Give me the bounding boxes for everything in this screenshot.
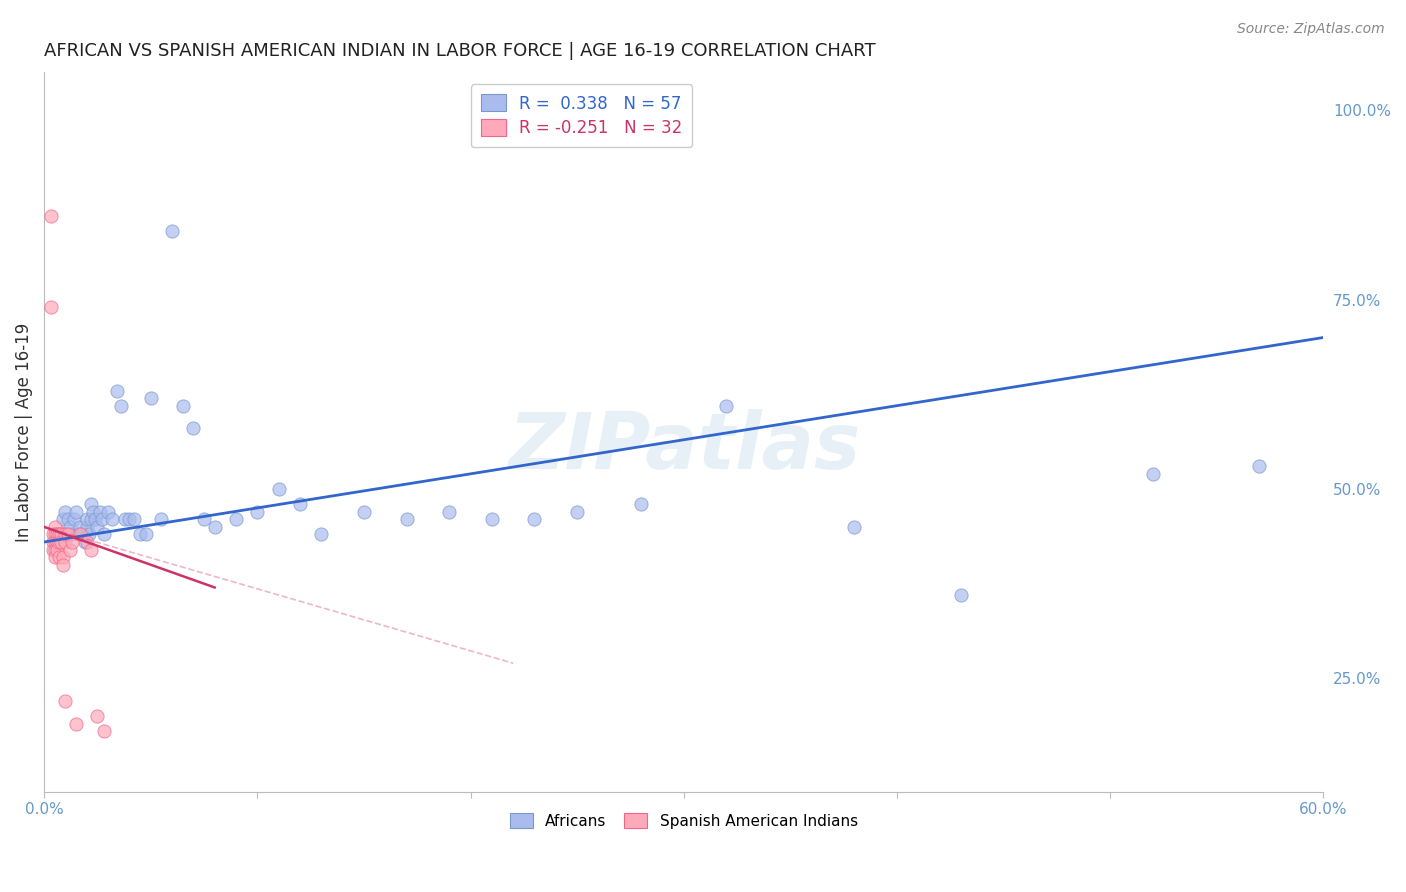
Point [69,527,91,541]
Point [45,535,67,549]
Point [45,527,67,541]
Point [139,391,162,405]
Point [51,527,73,541]
Point [65,716,87,731]
Point [204,520,226,534]
Y-axis label: In Labor Force | Age 16-19: In Labor Force | Age 16-19 [15,323,32,541]
Point [118,512,141,526]
Point [72,527,94,541]
Point [160,225,183,239]
Point [45,542,67,557]
Point [59,520,82,534]
Point [110,399,132,413]
Point [41,542,63,557]
Point [122,512,145,526]
Point [55,694,77,708]
Point [80,497,103,511]
Point [949,588,972,602]
Point [80,512,103,526]
Point [73,535,96,549]
Point [523,512,546,526]
Point [55,527,77,541]
Point [267,482,290,496]
Point [395,512,418,526]
Point [76,512,98,526]
Point [716,399,738,413]
Point [225,512,247,526]
Point [39,210,62,224]
Point [41,527,63,541]
Point [48,535,70,549]
Point [39,300,62,314]
Text: Source: ZipAtlas.com: Source: ZipAtlas.com [1237,22,1385,37]
Point [67,527,90,541]
Point [565,505,588,519]
Text: AFRICAN VS SPANISH AMERICAN INDIAN IN LABOR FORCE | AGE 16-19 CORRELATION CHART: AFRICAN VS SPANISH AMERICAN INDIAN IN LA… [44,42,876,60]
Point [44,535,66,549]
Point [55,527,77,541]
Point [844,520,866,534]
Point [76,520,98,534]
Point [481,512,503,526]
Point [65,505,87,519]
Point [76,535,98,549]
Point [353,505,375,519]
Point [55,505,77,519]
Point [90,512,112,526]
Point [60,535,83,549]
Point [59,542,82,557]
Point [44,550,66,565]
Point [97,505,120,519]
Point [1249,459,1271,474]
Point [246,505,269,519]
Point [48,550,70,565]
Point [80,542,103,557]
Point [52,512,75,526]
Point [114,512,136,526]
Point [86,709,108,723]
Point [93,724,115,739]
Point [51,527,73,541]
Point [193,512,215,526]
Point [56,512,79,526]
Point [82,505,104,519]
Point [150,512,173,526]
Point [52,550,75,565]
Point [41,535,63,549]
Point [86,520,108,534]
Point [69,520,91,534]
Point [172,399,194,413]
Point [437,505,460,519]
Point [48,527,70,541]
Point [44,542,66,557]
Point [84,512,107,526]
Point [56,527,79,541]
Point [51,535,73,549]
Point [101,512,124,526]
Point [105,384,128,398]
Point [309,527,332,541]
Point [135,527,157,541]
Point [52,558,75,572]
Point [93,527,115,541]
Point [89,505,111,519]
Point [55,535,77,549]
Point [60,527,83,541]
Point [1142,467,1164,481]
Point [44,520,66,534]
Point [630,497,652,511]
Point [77,527,100,541]
Point [129,527,152,541]
Point [288,497,311,511]
Text: ZIPatlas: ZIPatlas [508,409,860,484]
Point [183,421,205,435]
Point [63,512,86,526]
Legend: Africans, Spanish American Indians: Africans, Spanish American Indians [503,806,863,835]
Point [44,527,66,541]
